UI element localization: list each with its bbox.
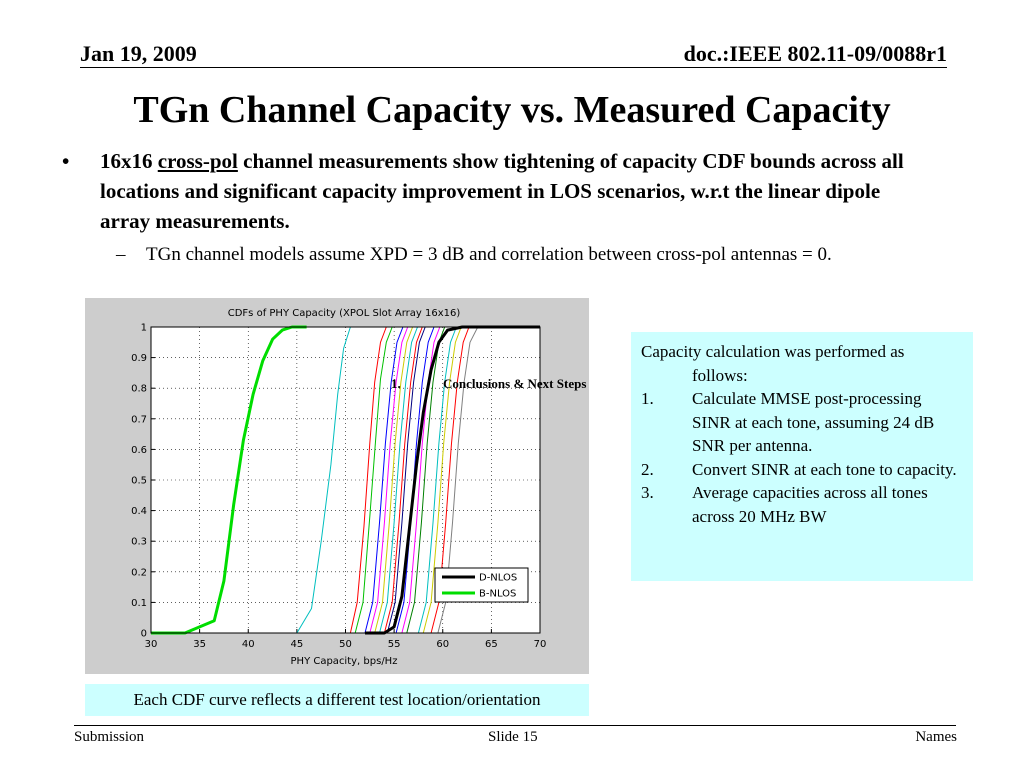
footer-submission: Submission [74,729,145,745]
overlay-label: Conclusions & Next Steps [443,376,587,391]
y-tick-label: 0.6 [131,445,147,456]
legend: D-NLOS B-NLOS [434,567,529,603]
sub-bullet-marker: – [116,244,126,265]
series-line [394,326,540,634]
x-tick-label: 65 [485,639,498,650]
y-tick-label: 0 [141,629,147,640]
footer-divider [74,725,956,726]
series-line-d-nlos [365,325,540,635]
calc-step-number: 2. [641,459,654,479]
x-tick-label: 70 [534,639,547,650]
series-line [277,326,540,634]
calc-intro-line1: Capacity calculation was performed as [641,342,905,361]
calculation-note: Capacity calculation was performed as fo… [631,332,973,581]
cdf-chart-svg: CDFs of PHY Capacity (XPOL Slot Array 16… [131,308,546,667]
series-line [374,326,540,634]
chart-title: CDFs of PHY Capacity (XPOL Slot Array 16… [228,308,461,319]
header-divider [80,67,947,68]
y-tick-label: 0.2 [131,567,147,578]
header-doc-id: doc.:IEEE 802.11-09/0088r1 [683,41,947,66]
series-line [365,326,540,634]
bullet-main-suffix: channel measurements show tightening of … [100,149,904,233]
bullet-marker: • [62,149,70,173]
x-tick-label: 60 [436,639,449,650]
bullet-sub-text: TGn channel models assume XPD = 3 dB and… [146,244,832,265]
header-date: Jan 19, 2009 [80,41,197,66]
legend-box [434,567,529,603]
calc-step-text: Average capacities across all tones acro… [692,483,928,526]
bullet-main-prefix: 16x16 [100,149,158,173]
legend-entry: D-NLOS [479,573,517,584]
calc-step: 2. Convert SINR at each tone to capacity… [641,458,963,482]
legend-entry: B-NLOS [479,589,516,600]
y-tick-label: 0.9 [131,353,147,364]
calc-step-number: 3. [641,483,654,502]
series-line [365,326,540,634]
series-line [345,326,540,634]
x-tick-label: 30 [145,639,158,650]
overlay-conclusions: 1. Conclusions & Next Steps [391,376,586,392]
y-tick-label: 0.7 [131,414,147,425]
calc-step-number: 1. [641,389,654,408]
calc-step-text: Calculate MMSE post-processing SINR at e… [692,389,935,455]
series-line [355,326,540,634]
series-line [345,326,540,634]
calc-step: 1. Calculate MMSE post-processing SINR a… [641,387,963,458]
series-line [326,326,540,634]
y-tick-label: 0.4 [131,506,147,517]
y-tick-label: 0.5 [131,476,147,487]
calc-step-text: Convert SINR at each tone to capacity. [692,459,957,479]
footer-slide-number: Slide 15 [488,729,538,745]
y-tick-label: 0.1 [131,598,147,609]
series-line [355,326,540,634]
series-line-b-nlos [151,325,307,635]
series-group [151,325,540,635]
x-tick-label: 45 [291,639,304,650]
calc-intro-line2: follows: [692,365,748,385]
series-line [335,326,540,634]
footer-names: Names [915,729,957,745]
bullet-sub: – TGn channel models assume XPD = 3 dB a… [116,242,866,268]
slide-title: TGn Channel Capacity vs. Measured Capaci… [133,89,891,131]
x-axis-label: PHY Capacity, bps/Hz [291,656,398,667]
series-line [394,326,540,634]
series-line [374,326,540,634]
chart-caption: Each CDF curve reflects a different test… [85,684,589,716]
x-tick-label: 55 [388,639,401,650]
series-line [384,326,540,634]
x-tick-label: 50 [339,639,352,650]
y-tick-label: 1 [141,323,147,334]
overlay-number: 1. [391,376,401,391]
y-tick-label: 0.8 [131,384,147,395]
tick-labels: 30 35 40 45 50 55 60 65 70 0 0.1 0.2 0.3 0.4 0.5 0.6 0.7… [131,323,546,651]
bullet-main: • 16x16 cross-pol channel measurements s… [62,146,930,236]
calc-step: 3. Average capacities across all tones a… [641,481,963,528]
series-line [413,326,540,634]
plot-frame [150,326,541,634]
x-tick-label: 40 [242,639,255,650]
bullet-main-underlined: cross-pol [157,149,238,173]
y-tick-label: 0.3 [131,537,147,548]
series-line [403,326,540,634]
x-tick-label: 35 [193,639,206,650]
cdf-chart: CDFs of PHY Capacity (XPOL Slot Array 16… [85,298,589,674]
